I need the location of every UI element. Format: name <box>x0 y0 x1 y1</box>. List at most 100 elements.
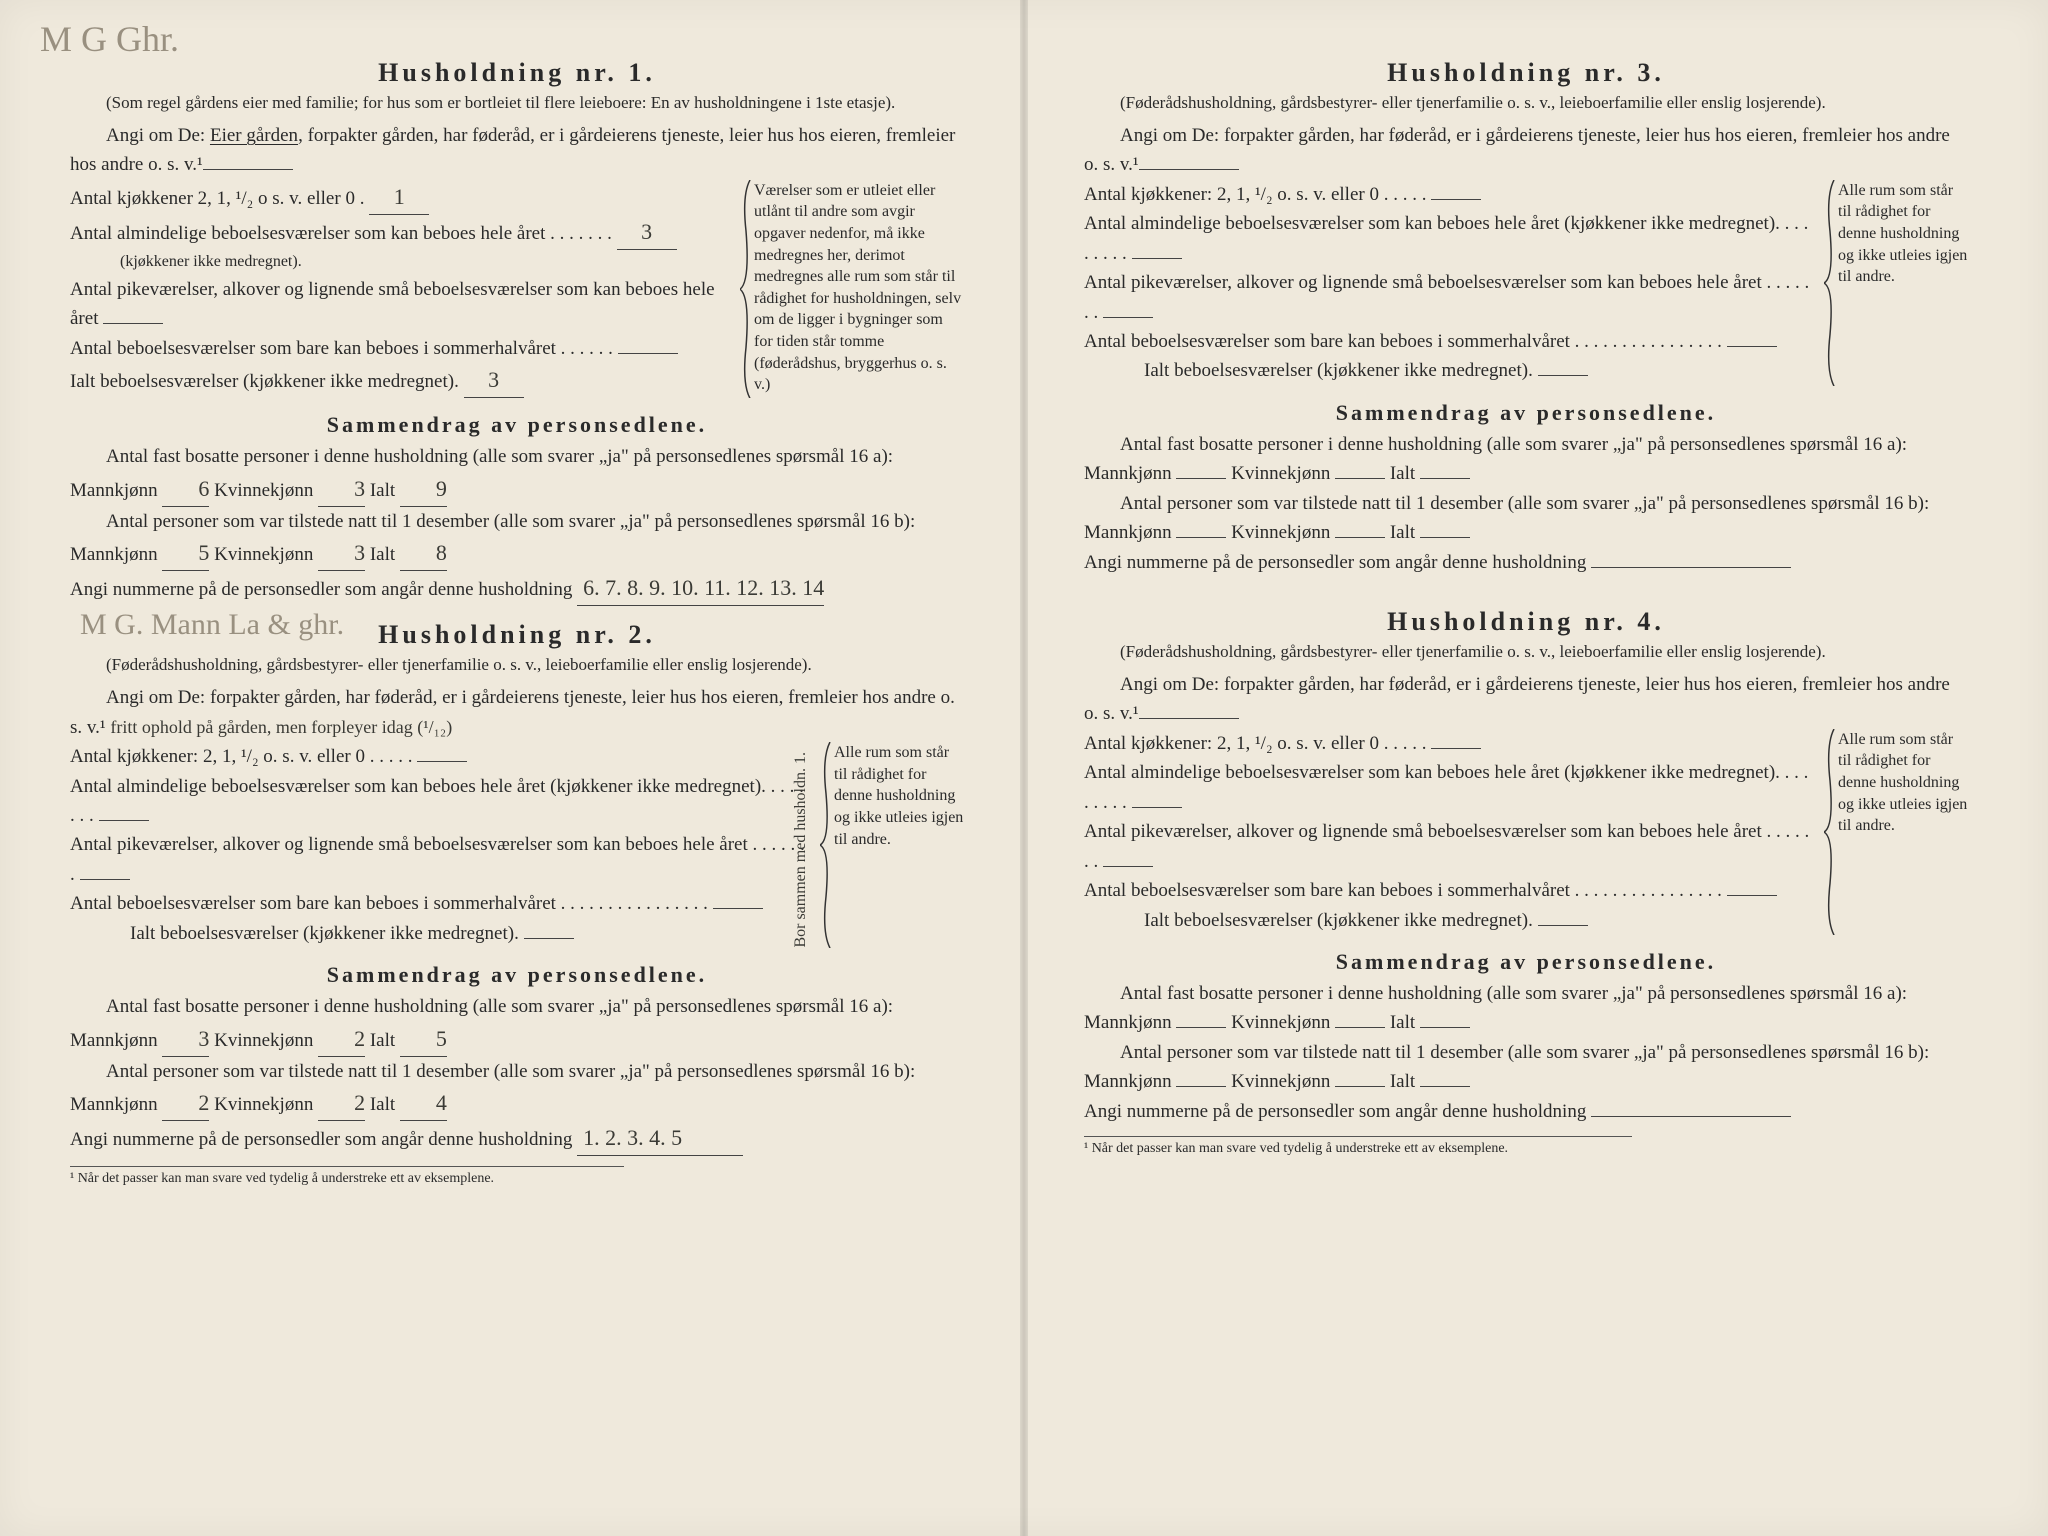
h1-summary-title: Sammendrag av personsedlene. <box>70 412 964 438</box>
h2-summary-16a: Antal fast bosatte personer i denne hush… <box>70 992 964 1057</box>
h2-kjokken: Antal kjøkkener: 2, 1, ¹/₂ o. s. v. elle… <box>70 742 806 771</box>
h1-ialt-label: Ialt beboelsesværelser (kjøkkener ikke m… <box>70 371 459 392</box>
brace-icon <box>1824 729 1836 935</box>
h1-s2-m: 5 <box>162 536 209 571</box>
brace-icon <box>740 180 752 398</box>
h3-pike-label: Antal pikeværelser, alkover og lignende … <box>1084 272 1809 322</box>
h2-almrooms: Antal almindelige beboelsesværelser som … <box>70 772 806 831</box>
h3-nummer: Angi nummerne på de personsedler som ang… <box>1084 548 1968 577</box>
page-left: M G Ghr. Husholdning nr. 1. (Som regel g… <box>0 0 1024 1536</box>
h2-kjokken-label: Antal kjøkkener: 2, 1, ¹/₂ o. s. v. elle… <box>70 746 412 767</box>
h1-kjokken: Antal kjøkkener 2, 1, ¹/₂ o s. v. eller … <box>70 180 726 215</box>
h1-pike-val <box>103 323 163 324</box>
h3-s1-il: Ialt <box>1390 463 1415 484</box>
h2-summary-title: Sammendrag av personsedlene. <box>70 962 964 988</box>
h3-sommer: Antal beboelsesværelser som bare kan beb… <box>1084 327 1810 356</box>
h4-nummer: Angi nummerne på de personsedler som ang… <box>1084 1097 1968 1126</box>
h3-summary-16a: Antal fast bosatte personer i denne hush… <box>1084 430 1968 489</box>
h4-sidenote-text: Alle rum som står til rådighet for denne… <box>1838 731 1967 834</box>
h1-kjokken-label: Antal kjøkkener 2, 1, ¹/₂ o s. v. eller … <box>70 188 364 209</box>
h2-s1-m: 3 <box>162 1022 209 1057</box>
h4-summary-title: Sammendrag av personsedlene. <box>1084 949 1968 975</box>
h3-summary-title: Sammendrag av personsedlene. <box>1084 400 1968 426</box>
h4-s1-kl: Kvinnekjønn <box>1231 1012 1330 1033</box>
h4-ialt-label: Ialt beboelsesværelser (kjøkkener ikke m… <box>1144 910 1533 931</box>
h3-s2-text: Antal personer som var tilstede natt til… <box>1084 493 1929 543</box>
h2-sidenote: Bor sammen med husholdn. 1. Alle rum som… <box>820 742 964 948</box>
h2-subtitle: (Føderådshusholdning, gårdsbestyrer- ell… <box>70 654 964 677</box>
h4-s1-text: Antal fast bosatte personer i denne hush… <box>1084 983 1907 1033</box>
h2-s2-kl: Kvinnekjønn <box>214 1094 313 1115</box>
h3-title: Husholdning nr. 3. <box>1084 58 1968 88</box>
h1-ialt: Ialt beboelsesværelser (kjøkkener ikke m… <box>70 363 726 398</box>
h1-almrooms-label: Antal almindelige beboelsesværelser som … <box>70 223 612 244</box>
h4-s1-il: Ialt <box>1390 1012 1415 1033</box>
h4-nummer-label: Angi nummerne på de personsedler som ang… <box>1084 1101 1586 1122</box>
h1-sommer-label: Antal beboelsesværelser som bare kan beb… <box>70 338 613 359</box>
h4-summary-16b: Antal personer som var tilstede natt til… <box>1084 1038 1968 1097</box>
h4-subtitle: (Føderådshusholdning, gårdsbestyrer- ell… <box>1084 641 1968 664</box>
h4-angi-text: Angi om De: forpakter gården, har føderå… <box>1084 674 1950 724</box>
h1-s2-kl: Kvinnekjønn <box>214 544 313 565</box>
h4-s2-il: Ialt <box>1390 1071 1415 1092</box>
h3-angi-text: Angi om De: forpakter gården, har føderå… <box>1084 125 1950 175</box>
h4-pike: Antal pikeværelser, alkover og lignende … <box>1084 817 1810 876</box>
footnote-right: ¹ Når det passer kan man svare ved tydel… <box>1084 1136 1632 1157</box>
h4-rooms-block: Antal kjøkkener: 2, 1, ¹/₂ o. s. v. elle… <box>1084 729 1968 935</box>
h1-summary-16b: Antal personer som var tilstede natt til… <box>70 507 964 572</box>
h3-ialt-label: Ialt beboelsesværelser (kjøkkener ikke m… <box>1144 360 1533 381</box>
h1-almrooms-note: (kjøkkener ikke medregnet). <box>70 250 726 275</box>
h4-s2-text: Antal personer som var tilstede natt til… <box>1084 1042 1929 1092</box>
h4-summary-16a: Antal fast bosatte personer i denne hush… <box>1084 979 1968 1038</box>
h2-ialt-label: Ialt beboelsesværelser (kjøkkener ikke m… <box>130 923 519 944</box>
h1-angi-pre: Angi om De: <box>106 125 210 146</box>
page-right: Husholdning nr. 3. (Føderådshusholdning,… <box>1024 0 2048 1536</box>
h2-s2-m: 2 <box>162 1086 209 1121</box>
h4-s2-kl: Kvinnekjønn <box>1231 1071 1330 1092</box>
h2-side-hw: Bor sammen med husholdn. 1. <box>790 752 812 948</box>
h3-sidenote: Alle rum som står til rådighet for denne… <box>1824 180 1968 386</box>
h3-ialt: Ialt beboelsesværelser (kjøkkener ikke m… <box>1084 356 1810 385</box>
h1-almrooms-val: 3 <box>617 215 677 250</box>
h3-sidenote-text: Alle rum som står til rådighet for denne… <box>1838 182 1967 285</box>
h3-pike: Antal pikeværelser, alkover og lignende … <box>1084 268 1810 327</box>
h4-kjokken-label: Antal kjøkkener: 2, 1, ¹/₂ o. s. v. elle… <box>1084 733 1426 754</box>
h4-almrooms-label: Antal almindelige beboelsesværelser som … <box>1084 762 1808 812</box>
h1-kjokken-val: 1 <box>369 180 429 215</box>
handwriting-top: M G Ghr. <box>40 18 179 60</box>
h2-s1-i: 5 <box>400 1022 447 1057</box>
h3-kjokken-label: Antal kjøkkener: 2, 1, ¹/₂ o. s. v. elle… <box>1084 184 1426 205</box>
h4-almrooms: Antal almindelige beboelsesværelser som … <box>1084 758 1810 817</box>
h2-rooms-block: Antal kjøkkener: 2, 1, ¹/₂ o. s. v. elle… <box>70 742 964 948</box>
h4-pike-label: Antal pikeværelser, alkover og lignende … <box>1084 821 1809 871</box>
h1-almrooms: Antal almindelige beboelsesværelser som … <box>70 215 726 250</box>
h4-angi: Angi om De: forpakter gården, har føderå… <box>1084 670 1968 729</box>
h2-s1-k: 2 <box>318 1022 365 1057</box>
h2-ialt: Ialt beboelsesværelser (kjøkkener ikke m… <box>70 919 806 948</box>
h2-s2-il: Ialt <box>370 1094 395 1115</box>
h1-title: Husholdning nr. 1. <box>70 58 964 88</box>
h1-pike: Antal pikeværelser, alkover og lignende … <box>70 275 726 334</box>
h4-ialt: Ialt beboelsesværelser (kjøkkener ikke m… <box>1084 906 1810 935</box>
h1-ialt-val: 3 <box>464 363 524 398</box>
h1-s2-k: 3 <box>318 536 365 571</box>
h3-nummer-label: Angi nummerne på de personsedler som ang… <box>1084 552 1586 573</box>
h3-almrooms: Antal almindelige beboelsesværelser som … <box>1084 209 1810 268</box>
h1-subtitle: (Som regel gårdens eier med familie; for… <box>70 92 964 115</box>
h2-sidenote-text: Alle rum som står til rådighet for denne… <box>834 744 963 847</box>
h3-s2-kl: Kvinnekjønn <box>1231 522 1330 543</box>
h1-summary-16a: Antal fast bosatte personer i denne hush… <box>70 442 964 507</box>
h1-s1-m: 6 <box>162 472 209 507</box>
h2-angi-hw: fritt ophold på gården, men forpleyer id… <box>110 717 452 737</box>
brace-icon <box>1824 180 1836 386</box>
h1-s1-il: Ialt <box>370 480 395 501</box>
brace-icon <box>820 742 832 948</box>
h2-pike-label: Antal pikeværelser, alkover og lignende … <box>70 834 805 884</box>
h1-pike-label: Antal pikeværelser, alkover og lignende … <box>70 279 715 329</box>
h2-summary-16b: Antal personer som var tilstede natt til… <box>70 1057 964 1122</box>
h2-almrooms-label: Antal almindelige beboelsesværelser som … <box>70 776 804 826</box>
h1-s1-k: 3 <box>318 472 365 507</box>
h1-sommer-val <box>618 353 678 354</box>
h4-kjokken: Antal kjøkkener: 2, 1, ¹/₂ o. s. v. elle… <box>1084 729 1810 758</box>
h3-sommer-label: Antal beboelsesværelser som bare kan beb… <box>1084 331 1722 352</box>
